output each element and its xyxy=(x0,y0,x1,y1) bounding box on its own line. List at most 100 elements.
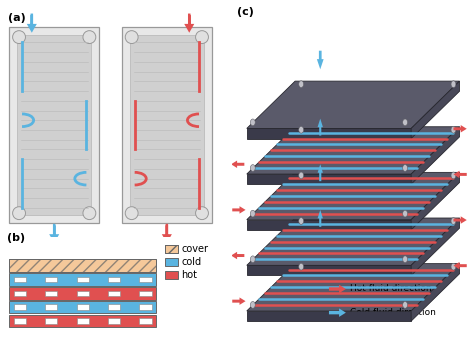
Text: Hot fluid direction: Hot fluid direction xyxy=(349,285,431,293)
Bar xyxy=(165,258,178,266)
Bar xyxy=(76,305,89,310)
Text: Cold fluid direction: Cold fluid direction xyxy=(349,308,436,317)
Bar xyxy=(45,277,57,282)
Bar xyxy=(139,291,152,296)
Circle shape xyxy=(250,256,255,263)
Circle shape xyxy=(125,207,138,220)
Circle shape xyxy=(250,119,255,126)
FancyArrow shape xyxy=(186,15,192,30)
FancyArrow shape xyxy=(318,164,323,181)
Bar xyxy=(130,35,204,215)
Circle shape xyxy=(451,263,456,270)
Bar xyxy=(14,277,26,282)
Polygon shape xyxy=(247,174,411,184)
FancyArrow shape xyxy=(29,15,35,30)
Circle shape xyxy=(403,210,408,217)
Bar xyxy=(76,277,89,282)
Bar xyxy=(76,291,89,296)
Circle shape xyxy=(299,126,303,133)
FancyArrow shape xyxy=(232,297,246,305)
Circle shape xyxy=(196,31,209,44)
FancyArrow shape xyxy=(454,262,467,269)
FancyArrow shape xyxy=(231,161,245,168)
Polygon shape xyxy=(247,81,459,128)
Bar xyxy=(165,271,178,279)
Text: cover: cover xyxy=(181,244,208,254)
FancyArrow shape xyxy=(318,210,323,227)
Circle shape xyxy=(299,218,303,224)
Bar xyxy=(108,291,120,296)
Polygon shape xyxy=(411,81,459,139)
Bar xyxy=(76,318,89,323)
Circle shape xyxy=(83,207,96,220)
Bar xyxy=(9,27,99,223)
Bar xyxy=(165,245,178,253)
FancyArrow shape xyxy=(231,252,245,259)
Polygon shape xyxy=(411,172,459,230)
Circle shape xyxy=(250,301,255,308)
Circle shape xyxy=(403,301,408,308)
Circle shape xyxy=(250,165,255,171)
Circle shape xyxy=(299,172,303,179)
Bar xyxy=(9,273,155,286)
FancyArrow shape xyxy=(317,51,324,69)
Bar xyxy=(165,245,178,253)
Polygon shape xyxy=(247,311,411,321)
Circle shape xyxy=(196,207,209,220)
Circle shape xyxy=(403,256,408,263)
Text: cold: cold xyxy=(181,257,201,267)
Bar xyxy=(139,277,152,282)
Circle shape xyxy=(125,31,138,44)
Polygon shape xyxy=(411,264,459,321)
Bar xyxy=(18,35,91,215)
Bar xyxy=(9,287,155,299)
Bar xyxy=(9,301,155,313)
Circle shape xyxy=(451,126,456,133)
FancyArrow shape xyxy=(329,285,346,293)
Polygon shape xyxy=(247,127,459,174)
Circle shape xyxy=(403,119,408,126)
FancyArrow shape xyxy=(51,225,57,241)
Bar xyxy=(45,291,57,296)
Bar xyxy=(108,318,120,323)
Circle shape xyxy=(83,31,96,44)
Bar xyxy=(14,305,26,310)
Bar xyxy=(45,318,57,323)
Bar xyxy=(14,318,26,323)
Polygon shape xyxy=(247,265,411,275)
Polygon shape xyxy=(411,218,459,275)
Bar xyxy=(45,305,57,310)
Bar xyxy=(139,305,152,310)
Bar xyxy=(122,27,212,223)
Bar xyxy=(108,305,120,310)
Circle shape xyxy=(299,263,303,270)
Text: (c): (c) xyxy=(237,7,254,17)
Circle shape xyxy=(13,31,26,44)
Polygon shape xyxy=(247,218,459,265)
Polygon shape xyxy=(247,128,411,139)
Polygon shape xyxy=(247,220,411,230)
FancyArrow shape xyxy=(164,225,170,241)
FancyArrow shape xyxy=(454,171,467,178)
Polygon shape xyxy=(411,127,459,184)
Circle shape xyxy=(451,218,456,224)
Bar xyxy=(108,277,120,282)
FancyArrow shape xyxy=(329,308,346,317)
Circle shape xyxy=(451,81,456,88)
FancyArrow shape xyxy=(232,206,246,214)
Circle shape xyxy=(13,207,26,220)
Bar xyxy=(9,315,155,327)
Bar xyxy=(139,318,152,323)
Text: hot: hot xyxy=(181,270,197,280)
FancyArrow shape xyxy=(454,125,467,132)
Bar xyxy=(9,259,155,272)
Polygon shape xyxy=(247,172,459,220)
Bar xyxy=(9,259,155,272)
FancyArrow shape xyxy=(454,216,467,224)
Text: (a): (a) xyxy=(8,13,26,23)
Circle shape xyxy=(403,165,408,171)
Text: (b): (b) xyxy=(7,234,25,243)
Circle shape xyxy=(250,210,255,217)
FancyArrow shape xyxy=(318,119,323,136)
Circle shape xyxy=(451,172,456,179)
